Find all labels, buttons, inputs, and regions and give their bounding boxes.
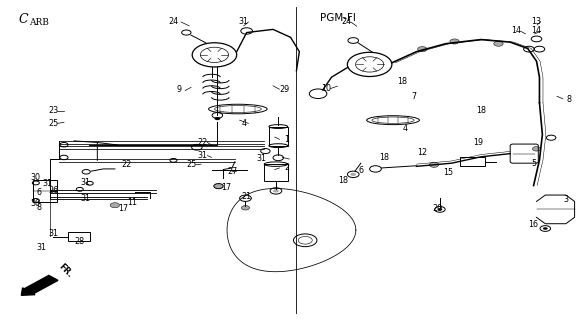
Bar [269,126,288,146]
Circle shape [350,173,356,176]
Text: 18: 18 [338,176,348,185]
Circle shape [214,117,220,120]
Text: 17: 17 [221,183,231,192]
Text: 31: 31 [36,243,47,252]
Text: 4: 4 [402,124,407,132]
Text: 22: 22 [198,138,208,147]
Text: 9: 9 [177,85,182,94]
Text: 18: 18 [379,153,389,162]
Text: 25: 25 [48,119,59,128]
Text: 26: 26 [48,186,59,195]
Text: 27: 27 [227,167,237,176]
Text: 3: 3 [564,195,568,204]
Text: 31: 31 [239,17,249,26]
Circle shape [214,184,223,189]
Text: FR.: FR. [56,262,74,279]
Text: 2: 2 [284,164,289,172]
Text: 31: 31 [257,154,266,163]
Circle shape [110,203,120,208]
Circle shape [429,162,438,167]
Circle shape [273,189,279,193]
Text: 11: 11 [127,197,137,206]
Text: 14: 14 [532,27,542,36]
Text: 13: 13 [532,17,542,26]
Bar [68,232,90,241]
Text: 20: 20 [432,204,442,213]
Text: 31: 31 [80,194,90,203]
Text: 31: 31 [80,179,90,188]
Text: 7: 7 [411,92,416,101]
Circle shape [543,227,548,230]
Text: 5: 5 [531,159,536,168]
Text: 18: 18 [476,106,486,115]
Text: 15: 15 [444,168,454,177]
Text: 31: 31 [198,151,208,160]
Circle shape [241,205,249,210]
Text: 25: 25 [186,160,196,169]
Text: 21: 21 [242,192,252,201]
Bar [264,164,288,181]
Text: 24: 24 [341,17,351,26]
Bar [460,157,485,166]
Text: 18: 18 [397,77,407,86]
Text: 24: 24 [168,17,178,26]
Text: 28: 28 [75,237,85,246]
Circle shape [532,147,541,151]
Circle shape [437,208,442,211]
Bar [33,180,58,202]
Text: 4: 4 [241,119,246,128]
Text: 6: 6 [358,166,363,175]
Text: 17: 17 [119,204,129,213]
Text: 30: 30 [31,173,41,182]
Text: 10: 10 [321,84,330,93]
Text: 6: 6 [36,188,41,197]
Text: 19: 19 [473,138,483,147]
Text: 8: 8 [566,95,571,104]
Circle shape [450,39,459,44]
FancyArrow shape [21,276,58,295]
Text: 30: 30 [31,198,41,207]
Circle shape [494,41,503,46]
Text: ARB: ARB [29,18,49,27]
Text: PGM-FI: PGM-FI [320,13,356,23]
Text: 22: 22 [122,160,131,169]
Text: 12: 12 [417,148,427,156]
Text: 31: 31 [42,180,53,188]
Text: 29: 29 [279,85,290,94]
Text: 31: 31 [48,229,58,238]
Text: 23: 23 [48,106,59,115]
Text: 16: 16 [529,220,539,229]
Circle shape [417,47,427,52]
Text: C: C [18,13,28,27]
Text: 14: 14 [511,27,521,36]
Text: 1: 1 [284,135,289,144]
Text: 8: 8 [36,203,41,212]
